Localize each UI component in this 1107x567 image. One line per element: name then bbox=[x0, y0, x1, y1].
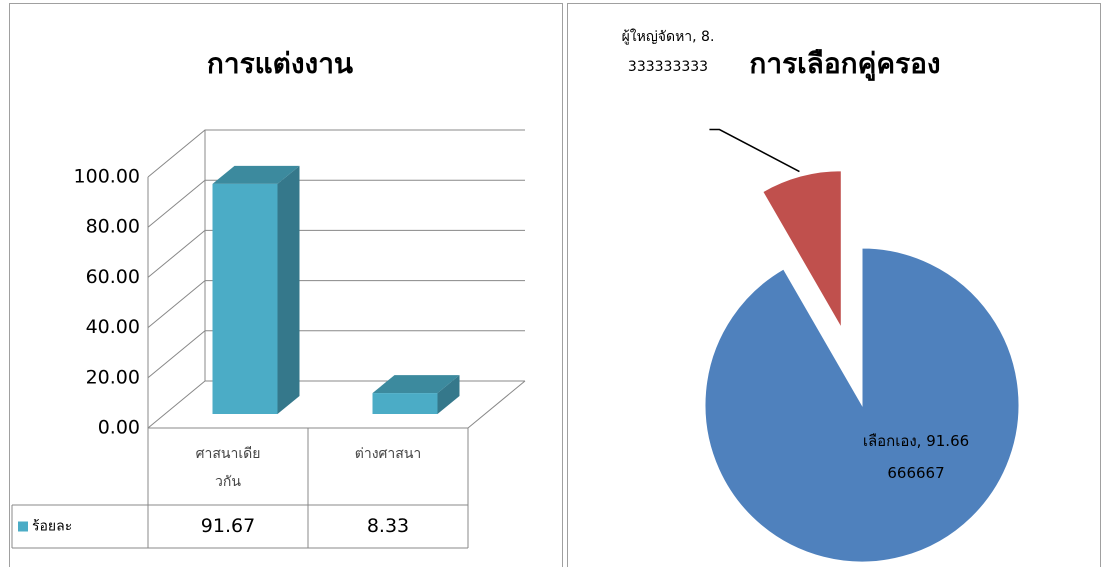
legend-label: ร้อยละ bbox=[32, 519, 72, 535]
grid-line bbox=[147, 129, 525, 178]
table-value: 8.33 bbox=[367, 515, 409, 537]
grid-line bbox=[147, 330, 525, 379]
bar bbox=[372, 393, 438, 414]
chart-title: การเลือกคู่ครอง bbox=[749, 47, 940, 81]
table-value: 91.67 bbox=[201, 515, 255, 537]
bar bbox=[212, 183, 278, 414]
bar-side bbox=[277, 165, 300, 414]
floor-edge bbox=[467, 380, 526, 429]
grid-line bbox=[147, 179, 525, 228]
chart-title: การแต่งงาน bbox=[207, 47, 353, 80]
category-label: ศาสนาเดียวกัน bbox=[195, 446, 261, 490]
y-tick-label: 0.00 bbox=[98, 417, 140, 439]
data-label: เลือกเอง, 91.66666667 bbox=[862, 432, 970, 482]
pie-slice bbox=[762, 170, 842, 330]
data-label: ผู้ใหญ่จัดหา, 8.333333333 bbox=[621, 29, 715, 75]
grid-line bbox=[147, 380, 525, 429]
y-tick-label: 60.00 bbox=[86, 266, 140, 288]
grid-line bbox=[147, 229, 525, 278]
category-label: ต่างศาสนา bbox=[354, 446, 422, 462]
panel-border bbox=[9, 3, 563, 567]
y-tick-label: 20.00 bbox=[86, 366, 140, 388]
panel-border bbox=[567, 3, 1101, 567]
bar-side bbox=[437, 375, 460, 414]
y-tick-label: 100.00 bbox=[74, 166, 140, 188]
grid-line bbox=[147, 280, 525, 328]
legend-swatch bbox=[18, 521, 28, 532]
leader-line bbox=[709, 128, 800, 173]
bar-top bbox=[212, 165, 300, 184]
bar-top bbox=[372, 375, 460, 394]
y-tick-label: 40.00 bbox=[86, 316, 140, 338]
y-tick-label: 80.00 bbox=[86, 216, 140, 238]
pie-slice bbox=[704, 247, 1020, 563]
